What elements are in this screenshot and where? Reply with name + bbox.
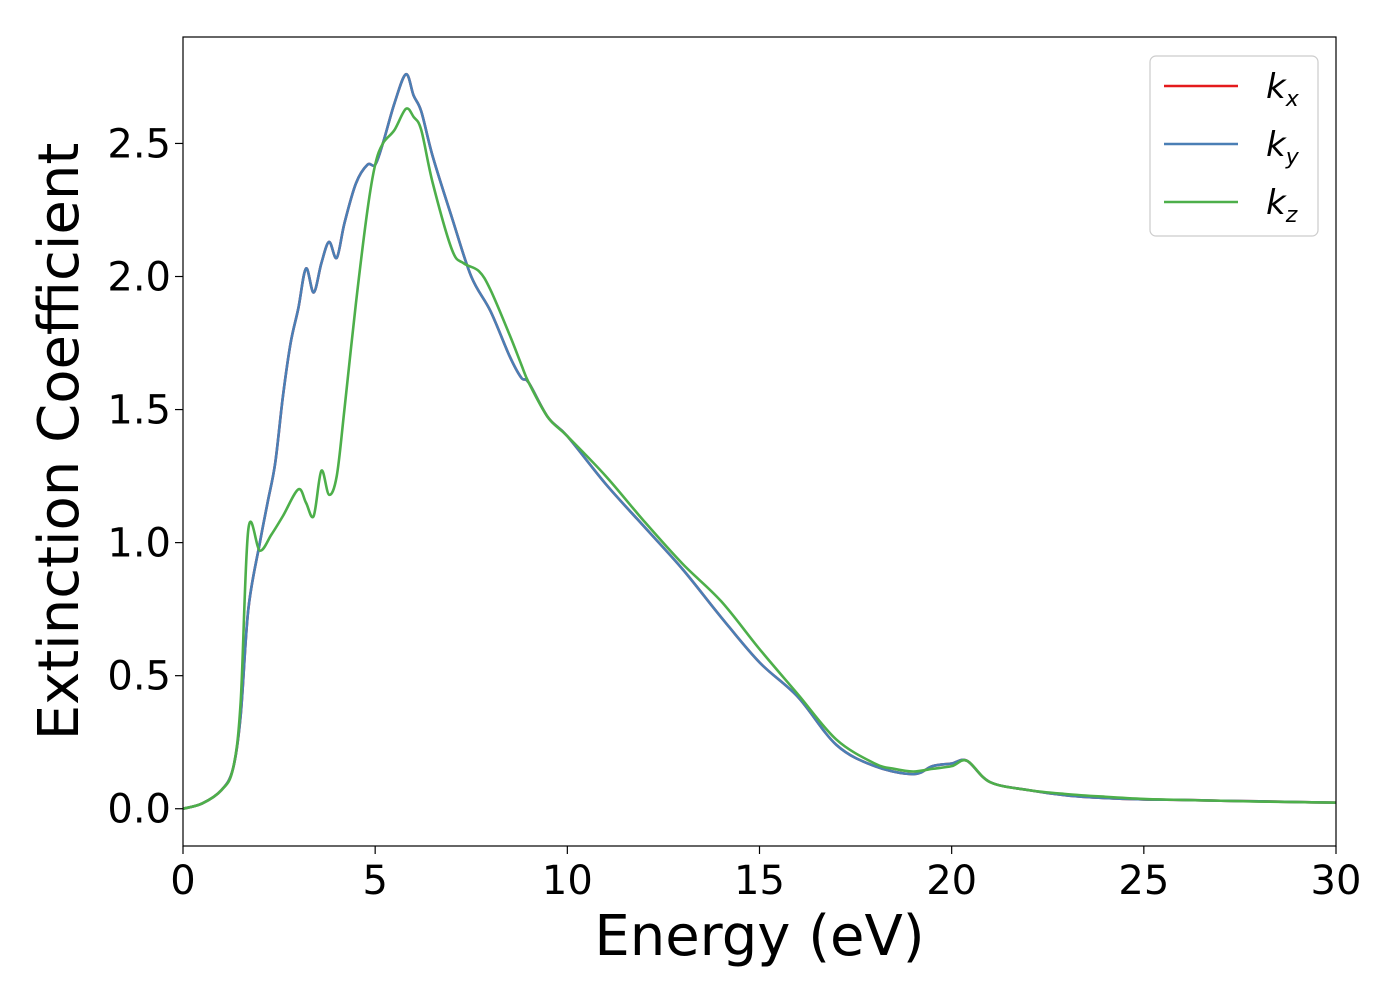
legend-box (1149, 55, 1319, 237)
y-tick-label: 1.5 (107, 388, 171, 434)
legend-label-main: k (1266, 125, 1287, 165)
x-tick-label: 15 (734, 858, 785, 904)
y-axis-title: Extinction Coefficient (27, 143, 92, 741)
legend-label-subscript: x (1285, 87, 1300, 112)
y-tick-label: 2.5 (107, 121, 171, 167)
legend-label-kz: kz (1266, 183, 1298, 228)
x-tick-label: 5 (362, 858, 387, 904)
y-axis-ticks: 0.0 0.5 1.0 1.5 2.0 2.5 (107, 121, 183, 833)
x-tick-label: 20 (926, 858, 977, 904)
series-lines (183, 72, 1336, 811)
legend-label-subscript: z (1285, 203, 1298, 228)
legend-label-main: k (1266, 183, 1287, 223)
legend-label-main: k (1266, 67, 1287, 107)
series-line-kz (183, 107, 1336, 811)
x-tick-label: 30 (1311, 858, 1362, 904)
y-tick-label: 1.0 (107, 521, 171, 567)
legend-label-ky: ky (1266, 125, 1300, 170)
y-tick-label: 0.0 (107, 787, 171, 833)
x-tick-label: 10 (542, 858, 593, 904)
x-axis-ticks: 0 5 10 15 20 25 30 (170, 846, 1361, 904)
x-tick-label: 25 (1118, 858, 1169, 904)
legend-label-subscript: y (1285, 145, 1300, 170)
y-tick-label: 0.5 (107, 654, 171, 700)
legend-label-kx: kx (1266, 67, 1300, 112)
x-axis-title: Energy (eV) (594, 904, 924, 969)
y-tick-label: 2.0 (107, 255, 171, 301)
x-tick-label: 0 (170, 858, 195, 904)
